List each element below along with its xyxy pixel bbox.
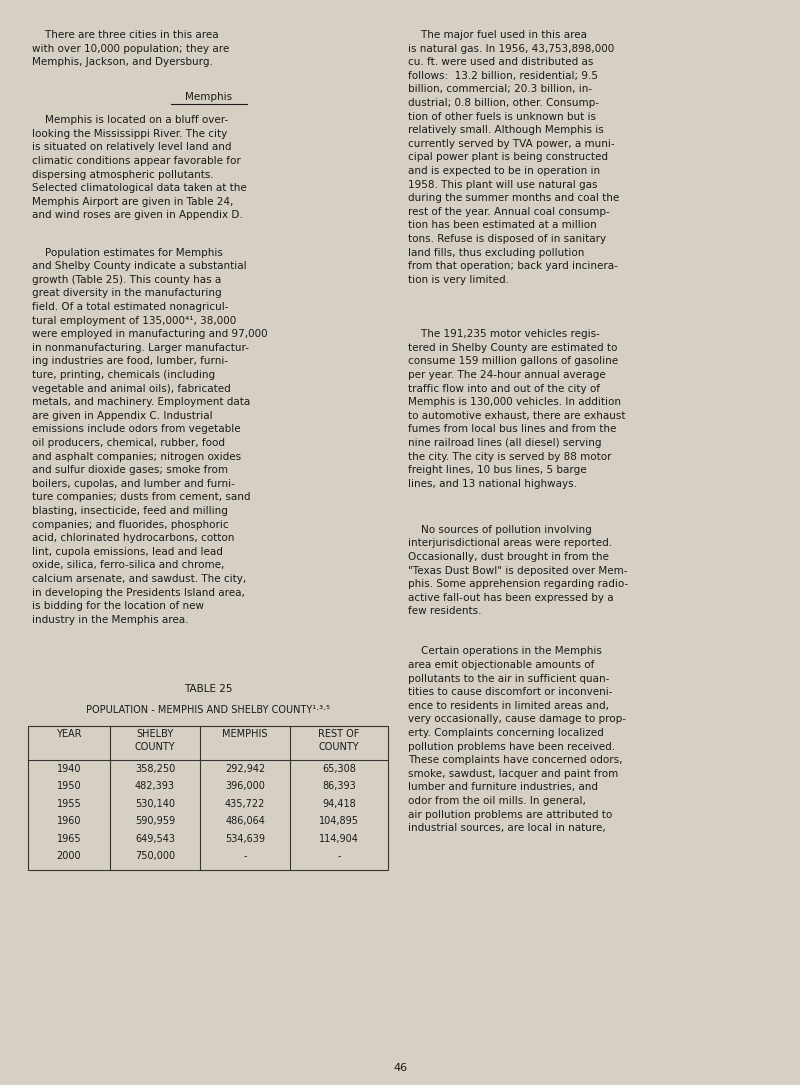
Text: 94,418: 94,418	[322, 799, 356, 808]
Text: SHELBY
COUNTY: SHELBY COUNTY	[134, 729, 175, 752]
Text: 114,904: 114,904	[319, 833, 359, 844]
Text: The 191,235 motor vehicles regis-
tered in Shelby County are estimated to
consum: The 191,235 motor vehicles regis- tered …	[408, 329, 626, 489]
Text: There are three cities in this area
with over 10,000 population; they are
Memphi: There are three cities in this area with…	[32, 30, 230, 67]
Text: 1960: 1960	[57, 816, 82, 826]
Text: Certain operations in the Memphis
area emit objectionable amounts of
pollutants : Certain operations in the Memphis area e…	[408, 647, 626, 833]
Text: -: -	[243, 851, 246, 861]
Text: 482,393: 482,393	[135, 781, 175, 791]
Text: 750,000: 750,000	[135, 851, 175, 861]
Text: 1940: 1940	[57, 764, 82, 774]
Text: 530,140: 530,140	[135, 799, 175, 808]
Text: 396,000: 396,000	[225, 781, 265, 791]
Text: No sources of pollution involving
interjurisdictional areas were reported.
Occas: No sources of pollution involving interj…	[408, 525, 628, 616]
Text: Population estimates for Memphis
and Shelby County indicate a substantial
growth: Population estimates for Memphis and She…	[32, 247, 268, 625]
Text: 65,308: 65,308	[322, 764, 356, 774]
Text: 2000: 2000	[57, 851, 82, 861]
Text: 590,959: 590,959	[135, 816, 175, 826]
Text: MEMPHIS: MEMPHIS	[222, 729, 268, 739]
Text: 1950: 1950	[57, 781, 82, 791]
Text: TABLE 25: TABLE 25	[184, 684, 233, 694]
Text: 46: 46	[393, 1063, 407, 1073]
Text: YEAR: YEAR	[56, 729, 82, 739]
Text: 1965: 1965	[57, 833, 82, 844]
Bar	[28, 726, 388, 869]
Text: REST OF
COUNTY: REST OF COUNTY	[318, 729, 360, 752]
Text: Memphis: Memphis	[185, 92, 232, 102]
Text: 358,250: 358,250	[135, 764, 175, 774]
Text: 486,064: 486,064	[225, 816, 265, 826]
Text: Memphis is located on a bluff over-
looking the Mississippi River. The city
is s: Memphis is located on a bluff over- look…	[32, 115, 246, 220]
Text: 649,543: 649,543	[135, 833, 175, 844]
Text: 292,942: 292,942	[225, 764, 265, 774]
Text: POPULATION - MEMPHIS AND SHELBY COUNTY¹·³·⁵: POPULATION - MEMPHIS AND SHELBY COUNTY¹·…	[86, 705, 330, 715]
Text: 435,722: 435,722	[225, 799, 265, 808]
Text: The major fuel used in this area
is natural gas. In 1956, 43,753,898,000
cu. ft.: The major fuel used in this area is natu…	[408, 30, 619, 284]
Text: 534,639: 534,639	[225, 833, 265, 844]
Text: 104,895: 104,895	[319, 816, 359, 826]
Text: -: -	[338, 851, 341, 861]
Text: 86,393: 86,393	[322, 781, 356, 791]
Text: 1955: 1955	[57, 799, 82, 808]
